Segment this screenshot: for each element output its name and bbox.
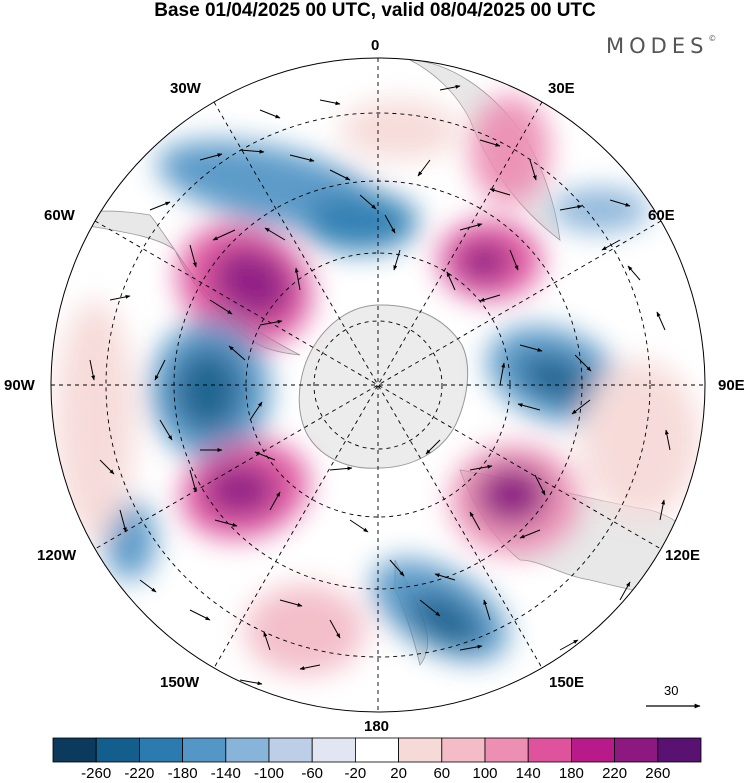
- lon-label-60e: 60E: [648, 207, 675, 224]
- map-boundary: [50, 57, 706, 713]
- colorbar-swatch: [311, 737, 356, 763]
- colorbar-tick-label: 220: [602, 765, 628, 782]
- colorbar-tick-label: -220: [124, 765, 155, 782]
- colorbar-swatch: [52, 737, 97, 763]
- anomaly-high: [476, 465, 548, 525]
- colorbar-tick-label: -180: [167, 765, 198, 782]
- colorbar-tick-label: -260: [81, 765, 112, 782]
- lon-label-150w: 150W: [160, 674, 200, 691]
- lon-label-180: 180: [364, 718, 390, 735]
- colorbar-swatch: [354, 737, 399, 763]
- anomaly-low: [174, 348, 242, 432]
- colorbar-tick-label: 100: [472, 765, 498, 782]
- anomaly-high: [580, 360, 700, 520]
- anomaly-high: [458, 242, 510, 282]
- colorbar-tick-label: -20: [344, 765, 367, 782]
- colorbar: [52, 737, 702, 763]
- lon-label-120e: 120E: [665, 547, 701, 564]
- colorbar-tick-label: -60: [301, 765, 324, 782]
- anomaly-high: [245, 585, 365, 675]
- anomaly-high: [55, 300, 135, 540]
- lon-label-30e: 30E: [548, 80, 575, 97]
- colorbar-swatch: [225, 737, 270, 763]
- colorbar-tick-label: 60: [433, 765, 451, 782]
- colorbar-tick-label: 20: [390, 765, 407, 782]
- anomaly-field: [55, 95, 700, 675]
- anomaly-high: [211, 246, 293, 320]
- anomaly-low: [302, 192, 418, 252]
- brand-mark: ©: [708, 34, 717, 43]
- colorbar-swatch: [614, 737, 659, 763]
- colorbar-swatch: [527, 737, 572, 763]
- lon-label-90e: 90E: [718, 377, 745, 394]
- lon-label-120w: 120W: [37, 547, 77, 564]
- colorbar-tick-label: 140: [515, 765, 541, 782]
- anomaly-high: [340, 100, 460, 160]
- colorbar-swatch: [268, 737, 313, 763]
- colorbar-swatch: [95, 737, 140, 763]
- reference-vector-label: 30: [664, 683, 679, 698]
- lon-label-90w: 90W: [4, 377, 35, 394]
- colorbar-tick-label: -140: [210, 765, 241, 782]
- anomaly-high: [470, 95, 550, 205]
- anomaly-low: [550, 188, 650, 232]
- colorbar-tick-label: 260: [645, 765, 671, 782]
- colorbar-swatch: [657, 737, 702, 763]
- wind-vectors: [89, 84, 671, 686]
- anomaly-low: [518, 353, 592, 403]
- colorbar-swatch: [484, 737, 529, 763]
- graticule: [51, 58, 705, 712]
- colorbar-tick-label: 180: [558, 765, 584, 782]
- modes-logo: MODES©: [606, 34, 716, 58]
- brand-text: MODES: [606, 34, 709, 58]
- lon-label-30w: 30W: [170, 80, 201, 97]
- colorbar-swatch: [398, 737, 443, 763]
- colorbar-swatch: [138, 737, 183, 763]
- colorbar-tick-label: -100: [253, 765, 285, 782]
- colorbar-swatch: [441, 737, 486, 763]
- anomaly-high: [204, 464, 276, 516]
- lon-label-0: 0: [371, 37, 380, 54]
- lon-label-150e: 150E: [549, 674, 585, 691]
- anomaly-low: [408, 592, 482, 648]
- colorbar-swatch: [571, 737, 616, 763]
- lon-label-60w: 60W: [44, 207, 75, 224]
- colorbar-swatch: [182, 737, 227, 763]
- map-title: Base 01/04/2025 00 UTC, valid 08/04/2025…: [154, 0, 596, 21]
